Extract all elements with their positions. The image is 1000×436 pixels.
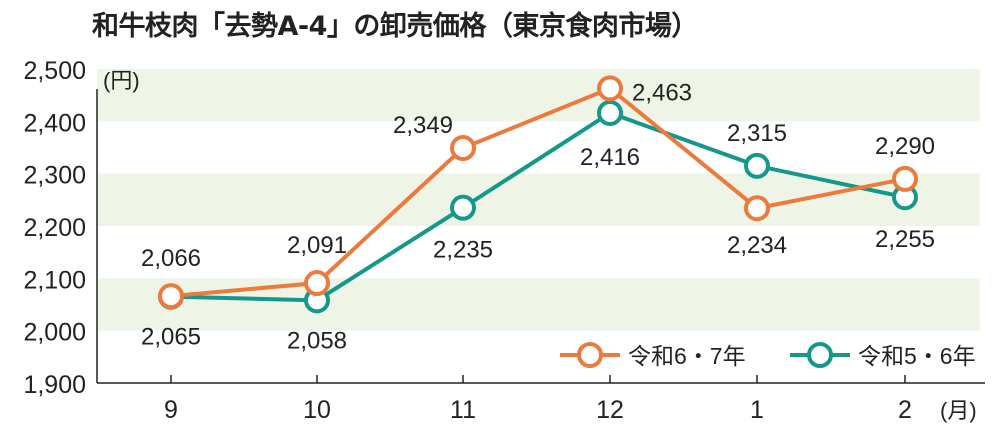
data-point bbox=[892, 165, 918, 192]
x-tick-label: 12 bbox=[596, 396, 624, 424]
data-label: 2,091 bbox=[287, 232, 347, 259]
x-tick-label: 11 bbox=[450, 396, 476, 424]
chart-title: 和牛枝肉「去勢A-4」の卸売価格（東京食肉市場） bbox=[92, 11, 698, 42]
data-label: 2,290 bbox=[875, 133, 935, 160]
data-label: 2,315 bbox=[727, 120, 787, 147]
data-label: 2,066 bbox=[141, 245, 201, 272]
data-label: 2,235 bbox=[433, 237, 493, 264]
data-point bbox=[450, 135, 476, 162]
data-label: 2,463 bbox=[632, 79, 692, 106]
data-point bbox=[744, 152, 770, 179]
data-point bbox=[450, 194, 476, 221]
y-tick-label: 2,500 bbox=[23, 57, 86, 85]
data-label: 2,416 bbox=[580, 144, 640, 171]
x-tick-label: 1 bbox=[750, 396, 764, 424]
series-line-0 bbox=[170, 86, 906, 299]
data-label: 2,255 bbox=[875, 226, 935, 253]
y-tick-label: 2,400 bbox=[23, 109, 86, 137]
x-tick-label: 10 bbox=[303, 396, 331, 424]
x-tick-label: 9 bbox=[164, 396, 178, 424]
data-label: 2,058 bbox=[287, 327, 347, 354]
data-point bbox=[304, 270, 330, 297]
data-point bbox=[158, 283, 184, 310]
y-tick-label: 2,300 bbox=[23, 162, 86, 190]
x-tick-label: 2 bbox=[898, 396, 912, 424]
data-label: 2,349 bbox=[393, 112, 453, 139]
y-axis-unit: (円) bbox=[103, 68, 140, 93]
data-label: 2,234 bbox=[727, 232, 787, 259]
grid-band bbox=[97, 173, 980, 226]
grid-band bbox=[97, 69, 980, 122]
y-tick-label: 1,900 bbox=[23, 371, 86, 399]
series-line-1 bbox=[170, 110, 906, 303]
data-point bbox=[597, 99, 623, 126]
data-label: 2,065 bbox=[141, 324, 201, 351]
grid-band bbox=[97, 278, 980, 331]
legend-marker bbox=[577, 342, 603, 368]
legend-label: 令和5・6年 bbox=[858, 343, 976, 369]
x-axis-unit: (月) bbox=[940, 398, 977, 423]
y-tick-label: 2,200 bbox=[23, 214, 86, 242]
legend-label: 令和6・7年 bbox=[628, 343, 746, 369]
y-tick-label: 2,100 bbox=[23, 266, 86, 294]
y-tick-label: 2,000 bbox=[23, 319, 86, 347]
legend-marker bbox=[807, 342, 833, 368]
data-point bbox=[744, 195, 770, 222]
data-point bbox=[597, 75, 623, 102]
